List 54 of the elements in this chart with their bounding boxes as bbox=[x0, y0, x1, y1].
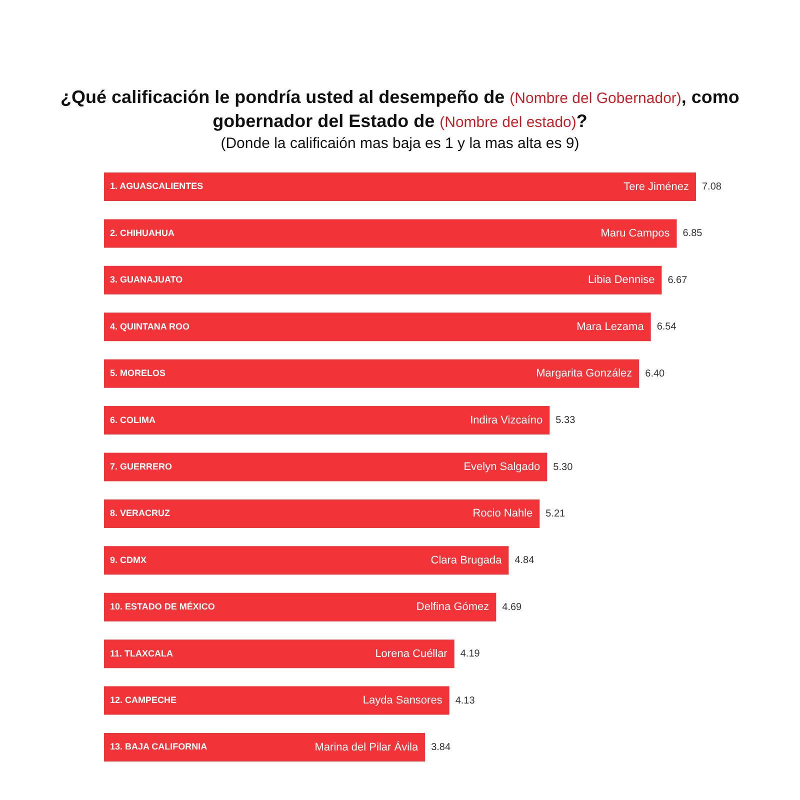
data-label: 5.30 bbox=[553, 462, 574, 473]
bar bbox=[104, 312, 651, 342]
bar bbox=[104, 499, 540, 528]
data-label: 4.84 bbox=[514, 555, 535, 566]
data-label: 5.33 bbox=[556, 415, 576, 426]
bar bbox=[104, 733, 426, 762]
data-label: 6.85 bbox=[682, 228, 703, 240]
data-label: 4.13 bbox=[455, 695, 476, 706]
chart-title: ¿Qué calificación le pondría usted al desempeño de (Nombre del Gobernador), como gobernador del Estado de (Nombre del estado)? bbox=[60, 87, 740, 131]
data-label: 4.19 bbox=[460, 648, 480, 660]
y-tick-label: 3. GUANAJUATO bbox=[110, 274, 183, 285]
bar bbox=[104, 266, 662, 294]
y-tick-label: 4. QUINTANA ROO bbox=[110, 321, 190, 332]
y-tick-label: 6. COLIMA bbox=[110, 414, 156, 425]
annotation: Clara Brugada bbox=[430, 554, 503, 566]
y-tick-label: 5. MORELOS bbox=[110, 368, 166, 378]
bar bbox=[104, 406, 550, 435]
y-tick-label: 12. CAMPECHE bbox=[110, 695, 177, 706]
y-tick-label: 10. ESTADO DE MÉXICO bbox=[110, 602, 215, 612]
annotation: Tere Jiménez bbox=[624, 180, 689, 193]
data-label: 7.08 bbox=[702, 182, 722, 193]
annotation: Libia Dennise bbox=[588, 274, 655, 286]
bar bbox=[104, 546, 509, 575]
annotation: Rocio Nahle bbox=[472, 508, 533, 520]
y-tick-label: 1. AGUASCALIENTES bbox=[110, 181, 204, 192]
data-label: 4.69 bbox=[502, 602, 522, 613]
data-label: 5.21 bbox=[546, 508, 566, 520]
bar bbox=[104, 640, 454, 668]
annotation: Delfina Gómez bbox=[416, 601, 490, 614]
annotation: Lorena Cuéllar bbox=[375, 648, 448, 660]
y-tick-label: 13. BAJA CALIFORNIA bbox=[110, 742, 208, 752]
y-tick-label: 7. GUERRERO bbox=[110, 461, 172, 472]
bar bbox=[104, 172, 696, 201]
annotation: Layda Sansores bbox=[362, 694, 443, 707]
data-label: 6.54 bbox=[656, 322, 677, 333]
bar bbox=[104, 592, 496, 622]
bar bbox=[104, 686, 450, 715]
y-tick-label: 9. CDMX bbox=[110, 554, 147, 565]
bar bbox=[104, 219, 677, 248]
data-label: 6.67 bbox=[668, 274, 688, 286]
y-tick-label: 8. VERACRUZ bbox=[110, 508, 171, 518]
annotation: Marina del Pilar Ávila bbox=[314, 740, 419, 754]
y-tick-label: 11. TLAXCALA bbox=[110, 648, 174, 658]
bar bbox=[104, 359, 640, 388]
annotation: Evelyn Salgado bbox=[464, 461, 540, 474]
y-tick-label: 2. CHIHUAHUA bbox=[110, 228, 176, 238]
annotation: Mara Lezama bbox=[576, 320, 645, 333]
annotation: Indira Vizcaíno bbox=[470, 414, 543, 426]
data-label: 6.40 bbox=[645, 368, 666, 380]
chart-subtitle: (Donde la calificaión mas baja es 1 y la mas alta es 9) bbox=[220, 134, 580, 154]
data-label: 3.84 bbox=[431, 742, 451, 753]
bar bbox=[104, 452, 548, 482]
annotation: Margarita González bbox=[536, 368, 632, 380]
annotation: Maru Campos bbox=[600, 227, 670, 240]
